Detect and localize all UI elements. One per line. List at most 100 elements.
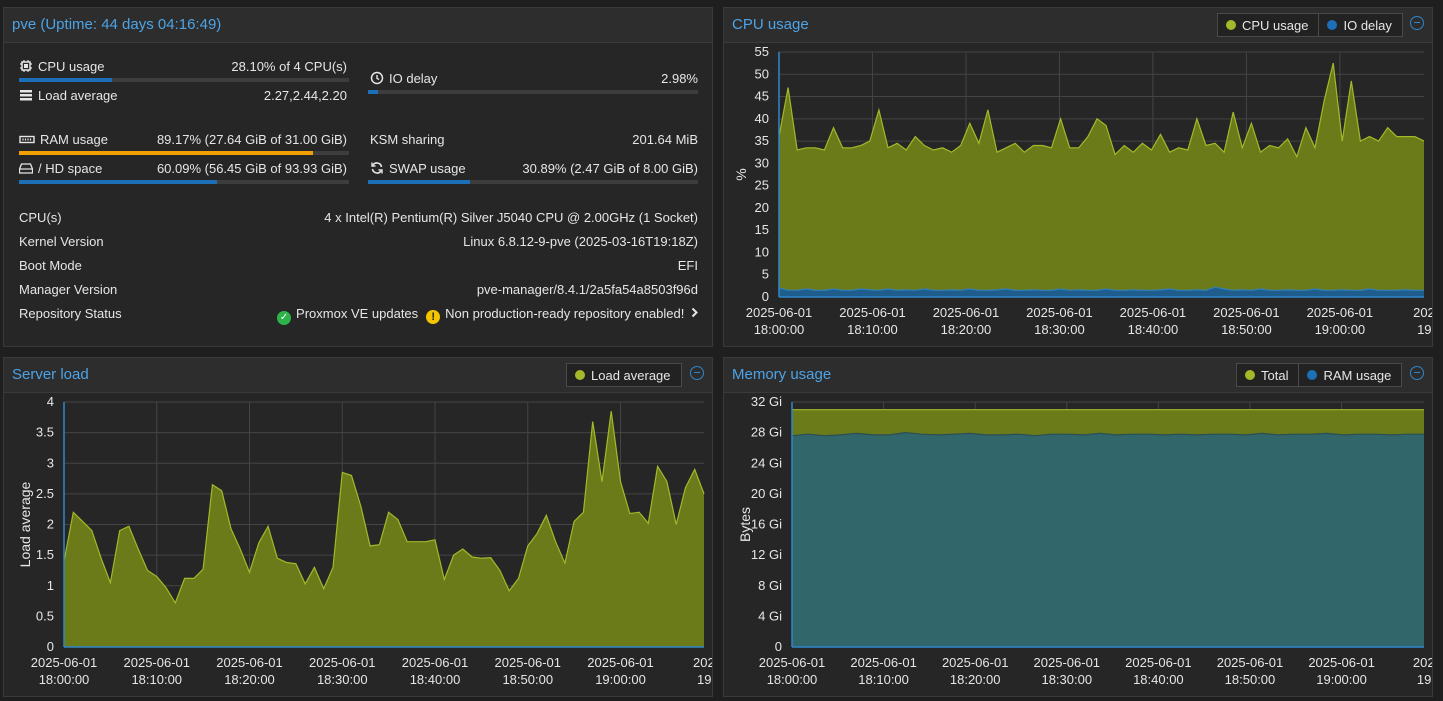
- y-tick-label: 30: [755, 155, 769, 170]
- y-tick-label: 10: [755, 244, 769, 259]
- x-tick-label: 2025-06-01: [587, 655, 654, 670]
- x-tick-label: 2025-06-01: [1213, 305, 1280, 320]
- warning-circle-icon: !: [426, 310, 441, 324]
- hdd-icon: [18, 162, 34, 177]
- series-line-cpu-usage: [778, 62, 1425, 159]
- x-tick-label: 18:00:00: [754, 322, 805, 337]
- x-tick-label: 18:10:00: [131, 672, 182, 687]
- ksm-sharing-value: 201.64 MiB: [632, 132, 698, 147]
- y-tick-label: 2.5: [36, 486, 54, 501]
- x-tick-label: 2025-06-01: [124, 655, 191, 670]
- x-tick-label: 2025-06-01: [1307, 305, 1374, 320]
- manager-version-value: pve-manager/8.4.1/2a5fa54a8503f96d: [476, 282, 698, 297]
- panel-header: CPU usage CPU usage IO delay: [724, 8, 1432, 43]
- y-tick-label: 0: [775, 639, 782, 654]
- series-area-ram-usage: [792, 432, 1424, 647]
- cpu-usage-bar: [19, 78, 349, 82]
- y-axis-label: Bytes: [737, 507, 753, 542]
- repo-warn-text: Non production-ready repository enabled!: [445, 306, 685, 321]
- legend-item-total[interactable]: Total: [1237, 364, 1300, 386]
- y-tick-label: 2: [47, 517, 54, 532]
- repository-status-label: Repository Status: [19, 306, 122, 321]
- y-tick-label: 16 Gi: [751, 517, 782, 532]
- y-tick-label: 28 Gi: [751, 425, 782, 440]
- series-line-io-delay: [778, 286, 1424, 291]
- x-tick-label: 18:20:00: [950, 672, 1001, 687]
- x-tick-label: 2025-0: [1413, 305, 1432, 320]
- y-tick-label: 40: [755, 111, 769, 126]
- swap-usage-bar-fill: [368, 180, 470, 184]
- legend-dot: [1245, 370, 1255, 380]
- y-tick-label: 24 Gi: [751, 455, 782, 470]
- y-tick-label: 1: [47, 578, 54, 593]
- swap-usage-label: SWAP usage: [370, 161, 466, 178]
- x-tick-label: 2025-06-01: [839, 305, 906, 320]
- series-line-ram-usage: [791, 431, 1424, 437]
- chart-legend: CPU usage IO delay: [1217, 13, 1403, 37]
- legend-item-ram-usage[interactable]: RAM usage: [1299, 364, 1401, 386]
- x-tick-label: 2025-0: [1413, 655, 1432, 670]
- legend-item-load-average[interactable]: Load average: [567, 364, 681, 386]
- manager-version-label: Manager Version: [19, 282, 118, 297]
- panel-title: CPU usage: [732, 16, 809, 33]
- collapse-icon[interactable]: [1410, 16, 1424, 30]
- cpus-label: CPU(s): [19, 210, 62, 225]
- legend-dot: [1226, 20, 1236, 30]
- y-tick-label: 0: [47, 639, 54, 654]
- x-tick-label: 18:30:00: [1041, 672, 1092, 687]
- y-axis-label: %: [733, 168, 749, 180]
- x-tick-label: 2025-06-01: [495, 655, 562, 670]
- swap-usage-value: 30.89% (2.47 GiB of 8.00 GiB): [522, 161, 698, 176]
- x-tick-label: 19:09: [697, 672, 712, 687]
- x-tick-label: 18:30:00: [1034, 322, 1085, 337]
- collapse-icon[interactable]: [1410, 366, 1424, 380]
- memory-usage-chart: 0 4 Gi 8 Gi 12 Gi 16 Gi 20 Gi 24 Gi 28 Gi 32 Gi 2…: [737, 394, 1432, 687]
- y-tick-label: 4 Gi: [758, 608, 782, 623]
- cpu-usage-chart: 0 5 10 15 20 25 30 35 40 45 50 55 2025-06-01 18:00:00…: [733, 44, 1432, 337]
- x-tick-label: 2025-06-01: [402, 655, 469, 670]
- io-delay-value: 2.98%: [661, 71, 698, 86]
- kernel-version-label: Kernel Version: [19, 234, 104, 249]
- boot-mode-label: Boot Mode: [19, 258, 82, 273]
- boot-mode-value: EFI: [677, 258, 698, 273]
- x-tick-label: 2025-06-01: [850, 655, 917, 670]
- x-tick-label: 18:50:00: [1225, 672, 1276, 687]
- io-delay-bar-fill: [368, 90, 378, 94]
- repository-status-value[interactable]: ✓ Proxmox VE updates! Non production-ready…: [277, 306, 698, 325]
- hd-space-label: / HD space: [18, 161, 102, 177]
- y-tick-label: 20 Gi: [751, 486, 782, 501]
- x-tick-label: 2025-06-01: [1125, 655, 1192, 670]
- panel-header: pve (Uptime: 44 days 04:16:49): [4, 8, 712, 43]
- cpu-usage-panel: CPU usage CPU usage IO delay 0 5 10 15 20 25 3…: [723, 7, 1433, 347]
- x-tick-label: 18:00:00: [39, 672, 90, 687]
- legend-item-cpu-usage[interactable]: CPU usage: [1218, 14, 1320, 36]
- ram-usage-value: 89.17% (27.64 GiB of 31.00 GiB): [156, 132, 347, 147]
- cpu-icon: [19, 59, 33, 76]
- legend-item-io-delay[interactable]: IO delay: [1319, 14, 1401, 36]
- y-tick-label: 32 Gi: [751, 394, 782, 409]
- chart-legend: Load average: [566, 363, 682, 387]
- repo-ok-text: Proxmox VE updates: [296, 306, 419, 321]
- x-tick-label: 2025-06-01: [309, 655, 376, 670]
- legend-dot: [575, 370, 585, 380]
- clock-icon: [370, 71, 384, 88]
- hd-space-value: 60.09% (56.45 GiB of 93.93 GiB): [156, 161, 347, 176]
- server-load-panel: Server load Load average 0 0.5 1 1.5 2 2.5 3 3.…: [3, 357, 713, 697]
- x-tick-label: 2025-06-01: [31, 655, 98, 670]
- x-tick-label: 2025-06-01: [933, 305, 1000, 320]
- x-tick-label: 18:20:00: [941, 322, 992, 337]
- x-tick-label: 2025-06-01: [1217, 655, 1284, 670]
- hd-space-bar: [19, 180, 349, 184]
- io-delay-bar: [368, 90, 698, 94]
- x-tick-label: 2025-06-01: [746, 305, 813, 320]
- collapse-icon[interactable]: [690, 366, 704, 380]
- x-tick-label: 18:40:00: [410, 672, 461, 687]
- y-axis-label: Load average: [17, 481, 33, 567]
- cpus-value: 4 x Intel(R) Pentium(R) Silver J5040 CPU…: [324, 210, 698, 225]
- panel-title: Server load: [12, 366, 89, 383]
- series-line-load-average: [63, 411, 705, 605]
- chevron-right-icon: [691, 306, 698, 321]
- legend-dot: [1307, 370, 1318, 380]
- y-tick-label: 5: [762, 267, 769, 282]
- panel-header: Memory usage Total RAM usage: [724, 358, 1432, 393]
